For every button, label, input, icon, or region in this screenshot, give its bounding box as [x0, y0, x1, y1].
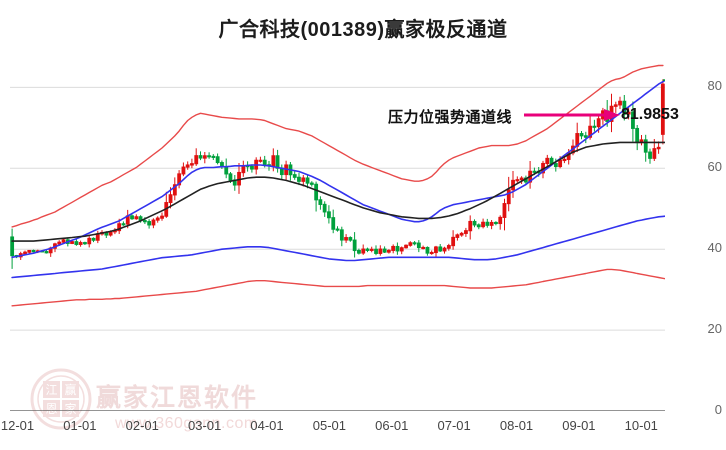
y-tick-label: 0: [714, 402, 722, 417]
annotation-arrow-icon: [524, 108, 620, 127]
page-title: 广合科技(001389)赢家极反通道: [218, 19, 508, 41]
x-tick-label: 12-01: [0, 418, 35, 433]
x-tick-label: 04-01: [250, 418, 284, 433]
x-tick-label: 10-01: [624, 418, 658, 433]
x-tick-label: 07-01: [437, 418, 471, 433]
y-tick-label: 40: [707, 240, 722, 256]
annotation-label: 压力位强势通道线: [388, 109, 513, 126]
x-tick-label: 06-01: [375, 418, 409, 433]
x-tick-label: 05-01: [312, 418, 346, 433]
price-chart: [10, 55, 665, 411]
x-tick-label: 01-01: [63, 418, 97, 433]
y-tick-label: 20: [707, 321, 722, 337]
x-tick-label: 08-01: [499, 418, 534, 433]
x-tick-label: 03-01: [188, 418, 222, 433]
x-tick-label: 09-01: [562, 418, 596, 433]
y-tick-label: 80: [707, 78, 722, 94]
annotation-value: 81.9853: [621, 106, 679, 123]
chart-canvas: [10, 64, 665, 411]
x-tick-label: 02-01: [125, 418, 159, 433]
y-tick-label: 60: [707, 159, 722, 175]
